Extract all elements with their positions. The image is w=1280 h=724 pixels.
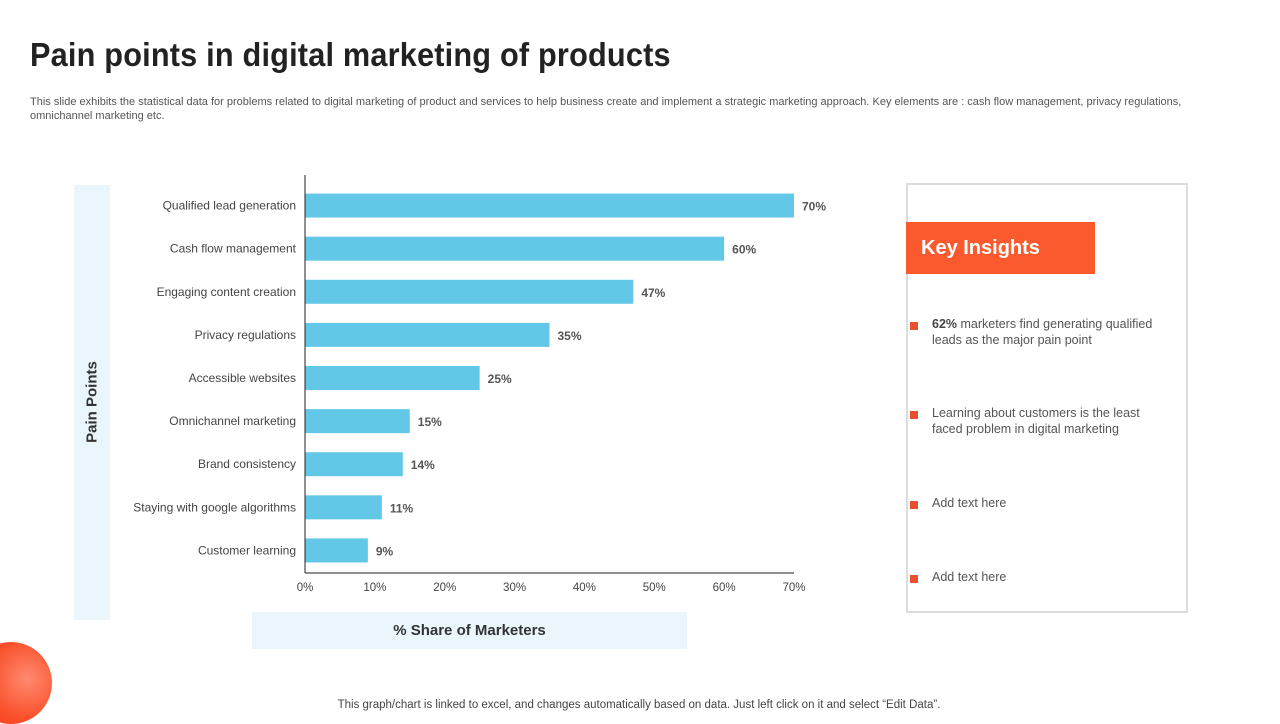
bar (305, 193, 794, 218)
category-label: Omnichannel marketing (169, 414, 296, 428)
x-tick-label: 50% (643, 582, 666, 594)
data-label: 9% (376, 544, 394, 558)
x-tick-label: 40% (573, 582, 596, 594)
insight-text: Learning about customers is the least fa… (932, 405, 1172, 437)
bullet-icon (910, 501, 918, 509)
bar (305, 279, 634, 304)
page-subtitle: This slide exhibits the statistical data… (30, 96, 1182, 122)
category-label: Qualified lead generation (163, 199, 296, 213)
data-label: 60% (732, 243, 756, 257)
insights-header: Key Insights (906, 222, 1095, 274)
category-label: Engaging content creation (157, 285, 296, 299)
data-label: 47% (641, 286, 665, 300)
category-label: Brand consistency (198, 457, 296, 471)
category-label: Staying with google algorithms (133, 500, 296, 514)
x-tick-label: 10% (363, 582, 386, 594)
bar (305, 538, 368, 563)
data-label: 70% (802, 200, 826, 214)
bullet-icon (910, 322, 918, 330)
insight-body: marketers find generating qualified lead… (932, 317, 1153, 347)
bullet-icon (910, 411, 918, 419)
category-label: Privacy regulations (195, 328, 296, 342)
data-label: 25% (488, 372, 512, 386)
insight-body: Add text here (932, 496, 1007, 510)
data-label: 15% (418, 415, 442, 429)
insight-body: Learning about customers is the least fa… (932, 406, 1140, 436)
insight-body: Add text here (932, 570, 1007, 584)
footer-note: This graph/chart is linked to excel, and… (337, 699, 941, 711)
category-label: Cash flow management (170, 242, 297, 256)
insight-text: Add text here (932, 569, 1172, 585)
bar (305, 366, 480, 390)
x-tick-label: 0% (297, 582, 314, 594)
x-tick-label: 60% (713, 582, 736, 594)
bullet-icon (910, 575, 918, 583)
x-tick-label: 30% (503, 582, 526, 594)
page-title: Pain points in digital marketing of prod… (30, 36, 671, 73)
data-label: 14% (411, 458, 435, 472)
bar (305, 452, 403, 477)
bar (305, 322, 550, 347)
data-label: 11% (390, 501, 414, 515)
insight-text: 62% marketers find generating qualified … (932, 316, 1172, 348)
y-axis-panel (74, 185, 110, 620)
x-axis-label: % Share of Marketers (252, 612, 687, 649)
x-tick-label: 70% (782, 582, 805, 594)
insight-highlight: 62% (932, 317, 958, 331)
category-label: Accessible websites (189, 371, 296, 385)
insight-text: Add text here (932, 495, 1172, 511)
data-label: 35% (558, 329, 582, 343)
category-label: Customer learning (198, 543, 296, 557)
bar (305, 236, 725, 261)
bar (305, 409, 410, 434)
bar (305, 495, 382, 520)
x-tick-label: 20% (433, 582, 456, 594)
